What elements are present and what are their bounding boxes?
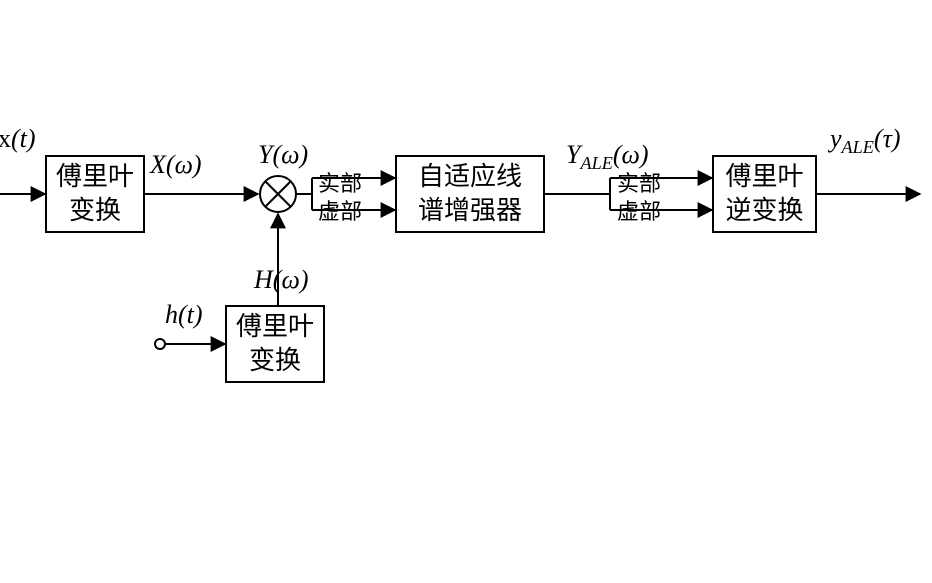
fourier-transform-box-1: 傅里叶 变换 — [45, 155, 145, 233]
ift-line2: 逆变换 — [725, 194, 803, 228]
inverse-fourier-box: 傅里叶 逆变换 — [712, 155, 817, 233]
ft2-line2: 变换 — [249, 344, 301, 378]
ale-line1: 自适应线 — [418, 160, 522, 194]
fourier-transform-box-2: 傅里叶 变换 — [225, 305, 325, 383]
label-Hw: H(ω) — [254, 265, 308, 295]
block-diagram: 傅里叶 变换 傅里叶 变换 自适应线 谱增强器 傅里叶 逆变换 x(t) X(ω… — [0, 0, 932, 583]
arrows-overlay — [0, 0, 932, 583]
ft2-line1: 傅里叶 — [236, 310, 314, 344]
multiplier-node — [260, 176, 296, 212]
label-Yw: Y(ω) — [258, 140, 308, 170]
label-xt: x(t) — [0, 124, 36, 154]
label-imag-1: 虚部 — [318, 194, 362, 226]
ft1-line2: 变换 — [69, 194, 121, 228]
label-imag-2: 虚部 — [617, 194, 661, 226]
ale-box: 自适应线 谱增强器 — [395, 155, 545, 233]
ft1-line1: 傅里叶 — [56, 160, 134, 194]
label-yale: yALE(τ) — [830, 124, 901, 158]
ift-line1: 傅里叶 — [725, 160, 803, 194]
label-Xw: X(ω) — [150, 150, 202, 180]
label-ht: h(t) — [165, 300, 203, 330]
ale-line2: 谱增强器 — [418, 194, 522, 228]
